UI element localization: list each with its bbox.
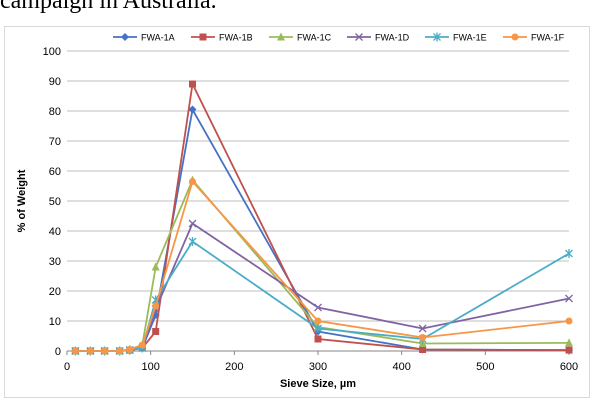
data-point xyxy=(565,294,573,303)
legend-item-fwa-1d: FWA-1D xyxy=(347,33,410,43)
y-tick-label: 30 xyxy=(49,256,61,268)
legend-marker xyxy=(199,33,207,41)
data-point xyxy=(189,178,196,185)
data-point xyxy=(189,80,196,88)
data-point xyxy=(152,328,160,335)
legend-marker xyxy=(433,32,441,42)
x-tick-label: 300 xyxy=(309,361,327,373)
legend-marker xyxy=(277,32,285,41)
series-line xyxy=(75,106,570,352)
x-tick-label: 200 xyxy=(225,361,243,373)
legend-marker xyxy=(355,33,363,41)
data-point xyxy=(419,346,427,353)
series-line xyxy=(75,240,570,352)
axes: 0 10 20 30 40 50 60 70 80 90 100 0 100 200 300 400 500 60… xyxy=(43,46,579,373)
y-tick-label: 0 xyxy=(55,346,61,358)
data-point xyxy=(565,249,573,258)
y-tick-label: 50 xyxy=(49,196,61,208)
data-point xyxy=(314,335,322,343)
data-point xyxy=(188,219,197,228)
legend-item-fwa-1e: FWA-1E xyxy=(425,32,487,43)
data-point xyxy=(419,334,427,341)
x-tick-label: 0 xyxy=(64,361,70,373)
data-point xyxy=(565,317,573,325)
y-tick-label: 70 xyxy=(49,136,61,148)
legend-label: FWA-1B xyxy=(219,33,253,43)
y-tick-label: 40 xyxy=(49,226,61,238)
legend-item-fwa-1f: FWA-1F xyxy=(503,33,565,43)
legend: FWA-1A FWA-1B FWA-1C FWA-1D FWA-1E FWA-1F xyxy=(113,32,565,43)
legend-label: FWA-1F xyxy=(531,33,565,43)
legend-label: FWA-1D xyxy=(375,33,410,43)
legend-label: FWA-1A xyxy=(141,33,175,43)
legend-item-fwa-1c: FWA-1C xyxy=(269,32,332,43)
x-tick-label: 400 xyxy=(392,361,410,373)
y-tick-label: 60 xyxy=(49,166,61,178)
series-lines xyxy=(71,80,573,356)
data-point xyxy=(565,346,573,354)
data-point xyxy=(314,317,322,325)
legend-label: FWA-1C xyxy=(297,33,332,43)
data-point xyxy=(314,303,322,312)
line-chart: 0 10 20 30 40 50 60 70 80 90 100 0 100 200 300 400 500 60… xyxy=(16,32,579,390)
data-point xyxy=(188,237,197,246)
data-point xyxy=(314,324,322,333)
x-tick-label: 500 xyxy=(476,361,494,373)
series-line xyxy=(75,179,570,352)
chart-container: 0 10 20 30 40 50 60 70 80 90 100 0 100 200 300 400 500 60… xyxy=(4,26,590,398)
data-point xyxy=(86,347,94,355)
y-tick-label: 20 xyxy=(49,286,61,298)
data-point xyxy=(151,262,160,271)
legend-item-fwa-1a: FWA-1A xyxy=(113,33,175,43)
data-point xyxy=(565,338,573,347)
y-tick-label: 80 xyxy=(49,106,61,118)
data-point xyxy=(418,324,427,333)
data-point xyxy=(116,347,124,355)
y-tick-label: 90 xyxy=(49,76,61,88)
caption-fragment: campaign in Australia. xyxy=(0,0,217,14)
y-axis-title: % of Weight xyxy=(16,169,28,232)
series-fwa-1c xyxy=(71,175,573,355)
y-tick-label: 100 xyxy=(43,46,61,58)
data-point xyxy=(138,341,146,349)
data-point xyxy=(101,347,109,355)
legend-marker xyxy=(121,33,129,41)
legend-label: FWA-1E xyxy=(453,33,487,43)
y-tick-label: 10 xyxy=(49,316,61,328)
legend-marker xyxy=(511,33,519,41)
data-point xyxy=(126,346,134,353)
data-point xyxy=(188,105,197,114)
legend-item-fwa-1b: FWA-1B xyxy=(191,33,253,43)
series-fwa-1f xyxy=(71,178,573,355)
series-line xyxy=(75,81,570,352)
x-axis-title: Sieve Size, µm xyxy=(280,378,356,390)
x-tick-label: 600 xyxy=(560,361,578,373)
x-tick-label: 100 xyxy=(141,361,159,373)
data-point xyxy=(152,302,160,310)
gridlines xyxy=(67,50,569,352)
data-point xyxy=(71,347,79,355)
